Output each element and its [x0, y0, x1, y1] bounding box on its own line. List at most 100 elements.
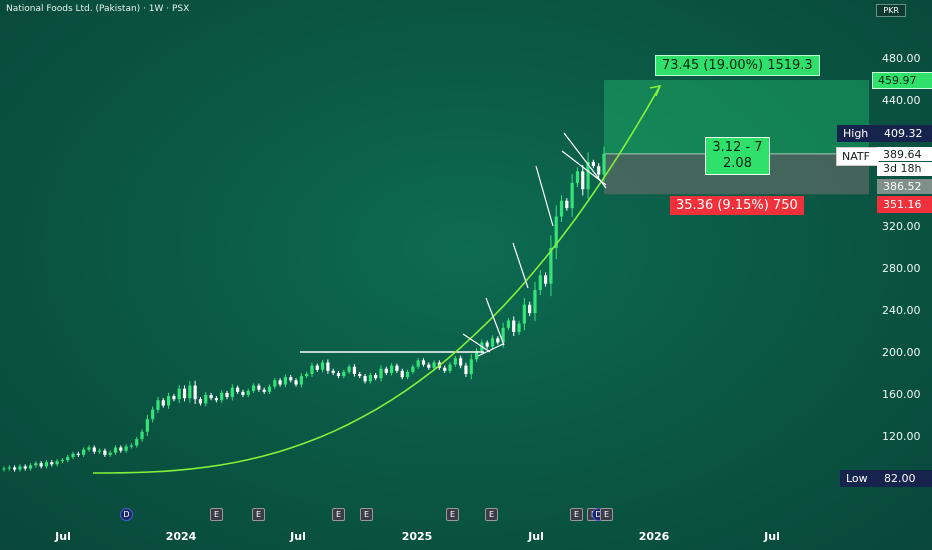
gray-price-tag: 386.52 [877, 179, 932, 194]
target-label: 73.45 (19.00%) 1519.3 [655, 55, 820, 76]
candle-body [342, 371, 346, 377]
candle-body [23, 466, 27, 469]
candle-body [167, 396, 171, 406]
candle-body [453, 358, 457, 365]
x-tick-label: 2024 [165, 530, 197, 543]
candle-body [469, 359, 473, 374]
candle-body [549, 248, 553, 284]
y-tick-label: 160.00 [882, 388, 921, 401]
candle-body [459, 358, 463, 366]
candle-body [172, 396, 176, 400]
x-tick-label: Jul [764, 530, 780, 543]
candle-body [602, 153, 606, 175]
high-price: 409.32 [878, 125, 932, 142]
y-tick-label: 200.00 [882, 346, 921, 359]
candle-body [432, 362, 436, 368]
x-tick-label: Jul [290, 530, 306, 543]
candles [2, 146, 606, 472]
candle-body [533, 290, 537, 314]
y-tick-label: 320.00 [882, 220, 921, 233]
earnings-marker[interactable]: E [332, 508, 345, 521]
earnings-marker[interactable]: E [360, 508, 373, 521]
candle-body [113, 447, 118, 453]
flag-line [462, 333, 491, 353]
candle-body [60, 460, 65, 462]
candle-body [76, 453, 80, 455]
candle-body [591, 161, 595, 167]
candle-body [209, 395, 213, 399]
candle-body [44, 462, 49, 467]
candle-body [71, 453, 75, 457]
candle-body [352, 366, 357, 374]
target-price-tag: 459.97 [872, 72, 932, 89]
candle-body [522, 304, 526, 324]
candle-body [198, 399, 203, 404]
y-tick-label: 240.00 [882, 304, 921, 317]
earnings-marker[interactable]: E [446, 508, 459, 521]
candle-body [214, 398, 218, 401]
candle-body [267, 386, 272, 392]
candle-body [443, 367, 447, 371]
stop-price-tag: 351.16 [877, 196, 932, 213]
candle-body [161, 400, 165, 406]
candle-body [517, 323, 521, 332]
candle-body [358, 374, 362, 377]
risk-reward-box: 3.12 - 7 2.08 [705, 137, 770, 175]
stop-label: 35.36 (9.15%) 750 [670, 196, 804, 215]
y-tick-label: 440.00 [882, 94, 921, 107]
earnings-marker[interactable]: E [210, 508, 223, 521]
earnings-marker[interactable]: E [252, 508, 265, 521]
candle-body [559, 200, 564, 217]
candle-body [586, 161, 590, 190]
candle-body [103, 450, 107, 455]
candle-body [597, 166, 601, 175]
candle-body [28, 465, 33, 469]
candle-body [87, 447, 91, 450]
candle-body [66, 456, 70, 461]
currency-button[interactable]: PKR [876, 4, 906, 17]
earnings-marker[interactable]: E [600, 508, 613, 521]
x-tick-label: Jul [55, 530, 71, 543]
candle-body [13, 467, 17, 470]
candle-body [506, 320, 511, 328]
x-tick-label: 2026 [638, 530, 670, 543]
candle-body [82, 449, 86, 455]
earnings-marker[interactable]: E [485, 508, 498, 521]
candle-body [241, 391, 245, 395]
candle-body [299, 376, 303, 385]
candle-body [538, 275, 542, 290]
candle-body [294, 380, 298, 385]
candle-body [193, 385, 197, 400]
candle-body [501, 327, 505, 343]
candle-body [390, 365, 394, 373]
candle-body [310, 365, 314, 374]
candle-body [448, 364, 452, 371]
candle-body [405, 371, 410, 378]
candle-body [124, 446, 128, 451]
candle-body [182, 388, 187, 399]
candle-body [273, 380, 277, 387]
candle-body [400, 370, 404, 378]
candle-body [575, 171, 580, 183]
candle-body [464, 365, 468, 374]
candle-body [512, 320, 516, 332]
candle-body [570, 182, 574, 209]
symbol-tag: NATF [836, 147, 879, 166]
candle-body [363, 376, 367, 382]
candle-body [384, 368, 388, 373]
candle-body [289, 377, 293, 381]
candle-body [7, 467, 11, 469]
candle-body [262, 389, 266, 392]
candle-body [278, 380, 282, 385]
candle-body [145, 419, 149, 432]
candle-body [565, 200, 569, 209]
candle-body [543, 275, 548, 284]
curve-arrowhead [649, 84, 662, 97]
candle-body [188, 385, 192, 399]
candle-body [156, 400, 160, 410]
candle-body [421, 360, 426, 365]
candle-body [129, 445, 134, 447]
dividend-marker[interactable]: D [120, 508, 133, 521]
earnings-marker[interactable]: E [570, 508, 583, 521]
